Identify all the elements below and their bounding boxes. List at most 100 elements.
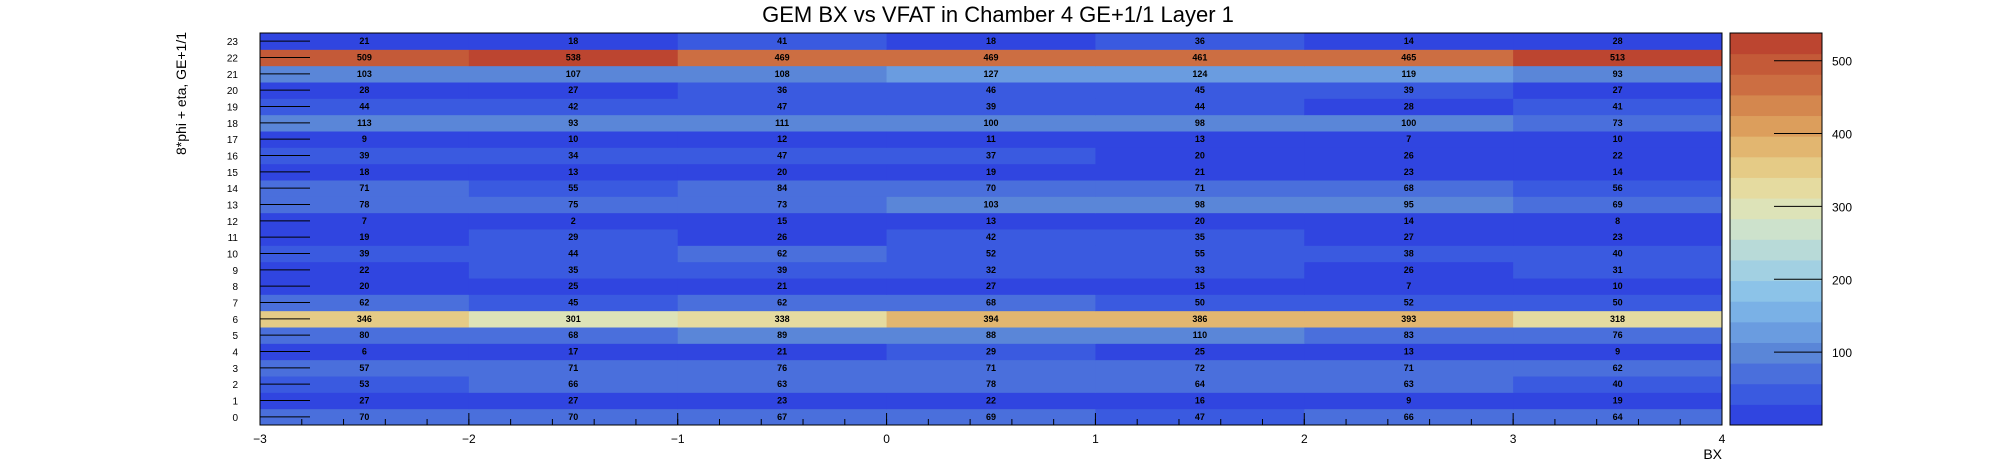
heatmap-cell <box>1304 82 1514 99</box>
heatmap-cell <box>1513 278 1723 295</box>
colorbar-swatch <box>1730 239 1822 261</box>
cell-value-label: 28 <box>359 85 369 95</box>
heatmap-cell <box>886 131 1096 148</box>
y-tick-label: 19 <box>227 103 239 114</box>
cell-value-label: 37 <box>986 151 996 161</box>
heatmap-cell <box>677 163 888 181</box>
heatmap-cell <box>886 376 1096 393</box>
heatmap-cell <box>886 261 1096 279</box>
heatmap-cell <box>468 294 679 312</box>
heatmap-cell <box>260 180 470 197</box>
heatmap-cell <box>1095 229 1305 246</box>
heatmap-cell <box>1513 245 1723 263</box>
heatmap-cell <box>1513 408 1723 426</box>
heatmap-cell <box>468 245 679 263</box>
x-axis-title: BX <box>1703 446 1722 462</box>
heatmap-cells <box>260 33 1723 426</box>
chart-title: GEM BX vs VFAT in Chamber 4 GE+1/1 Layer… <box>762 2 1234 27</box>
cell-value-label: 127 <box>983 69 998 79</box>
heatmap-cell <box>468 98 679 116</box>
cell-value-label: 26 <box>777 232 787 242</box>
cell-value-label: 15 <box>777 216 787 226</box>
colorbar-swatch <box>1730 404 1822 426</box>
cell-value-label: 83 <box>1404 330 1414 340</box>
colorbar-swatch <box>1730 280 1822 302</box>
cell-value-label: 70 <box>986 183 996 193</box>
cell-value-label: 56 <box>1613 183 1623 193</box>
heatmap-cell <box>1095 163 1305 181</box>
heatmap-cell <box>886 114 1096 132</box>
cell-value-label: 2 <box>571 216 576 226</box>
heatmap-cell <box>260 376 470 393</box>
cell-value-label: 44 <box>568 249 578 259</box>
colorbar-tick-label: 500 <box>1832 55 1852 69</box>
cell-value-label: 26 <box>1404 265 1414 275</box>
y-tick-label: 17 <box>227 135 239 146</box>
heatmap-cell <box>677 196 888 214</box>
y-tick-label: 8 <box>232 282 238 293</box>
cell-value-label: 513 <box>1610 53 1625 63</box>
colorbar-swatch <box>1730 136 1822 158</box>
heatmap-cell <box>1513 294 1723 312</box>
cell-value-label: 469 <box>983 53 998 63</box>
cell-value-label: 62 <box>777 249 787 259</box>
heatmap-cell <box>468 359 679 377</box>
cell-value-label: 72 <box>1195 363 1205 373</box>
cell-value-label: 27 <box>568 396 578 406</box>
heatmap-cell <box>1304 147 1514 165</box>
heatmap-cell <box>886 229 1096 246</box>
cell-value-label: 18 <box>568 36 578 46</box>
heatmap-cell <box>468 180 679 197</box>
cell-value-label: 66 <box>1404 412 1414 422</box>
x-tick-label: 0 <box>883 432 890 446</box>
cell-value-label: 76 <box>1613 330 1623 340</box>
colorbar-swatch <box>1730 177 1822 199</box>
cell-value-label: 7 <box>1406 281 1411 291</box>
cell-value-label: 75 <box>568 200 578 210</box>
cell-value-label: 19 <box>1613 396 1623 406</box>
heatmap-cell <box>1304 114 1514 132</box>
cell-value-label: 9 <box>1406 396 1411 406</box>
heatmap-cell <box>1095 196 1305 214</box>
cell-value-label: 25 <box>1195 347 1205 357</box>
cell-value-label: 70 <box>359 412 369 422</box>
cell-value-label: 66 <box>568 379 578 389</box>
cell-value-label: 71 <box>568 363 578 373</box>
cell-value-label: 42 <box>568 102 578 112</box>
cell-value-label: 28 <box>1613 36 1623 46</box>
cell-value-label: 386 <box>1192 314 1207 324</box>
cell-value-label: 13 <box>568 167 578 177</box>
cell-value-label: 27 <box>1404 232 1414 242</box>
cell-value-label: 98 <box>1195 118 1205 128</box>
cell-value-label: 465 <box>1401 53 1416 63</box>
heatmap-cell <box>1513 114 1723 132</box>
heatmap-cell <box>1513 212 1723 230</box>
heatmap-cell <box>260 147 470 165</box>
x-tick-label: 4 <box>1719 432 1726 446</box>
cell-value-label: 33 <box>1195 265 1205 275</box>
heatmap-cell <box>1095 65 1305 83</box>
heatmap-cell <box>677 343 888 361</box>
heatmap-cell <box>468 33 679 50</box>
heatmap-cell <box>1095 245 1305 263</box>
cell-value-label: 20 <box>359 281 369 291</box>
heatmap-cell <box>886 196 1096 214</box>
heatmap-cell <box>1095 131 1305 148</box>
cell-value-label: 23 <box>777 396 787 406</box>
y-tick-label: 6 <box>232 315 238 326</box>
heatmap-cell <box>677 147 888 165</box>
colorbar-swatch <box>1730 363 1822 385</box>
heatmap-cell <box>886 180 1096 197</box>
heatmap-cell <box>677 98 888 116</box>
heatmap-cell <box>1304 49 1514 67</box>
heatmap-cell <box>886 392 1096 410</box>
cell-value-label: 28 <box>1404 102 1414 112</box>
cell-value-label: 76 <box>777 363 787 373</box>
cell-value-label: 78 <box>986 379 996 389</box>
heatmap-cell <box>260 196 470 214</box>
cell-value-label: 69 <box>986 412 996 422</box>
y-tick-label: 0 <box>232 413 238 424</box>
cell-value-label: 393 <box>1401 314 1416 324</box>
cell-value-label: 73 <box>777 200 787 210</box>
